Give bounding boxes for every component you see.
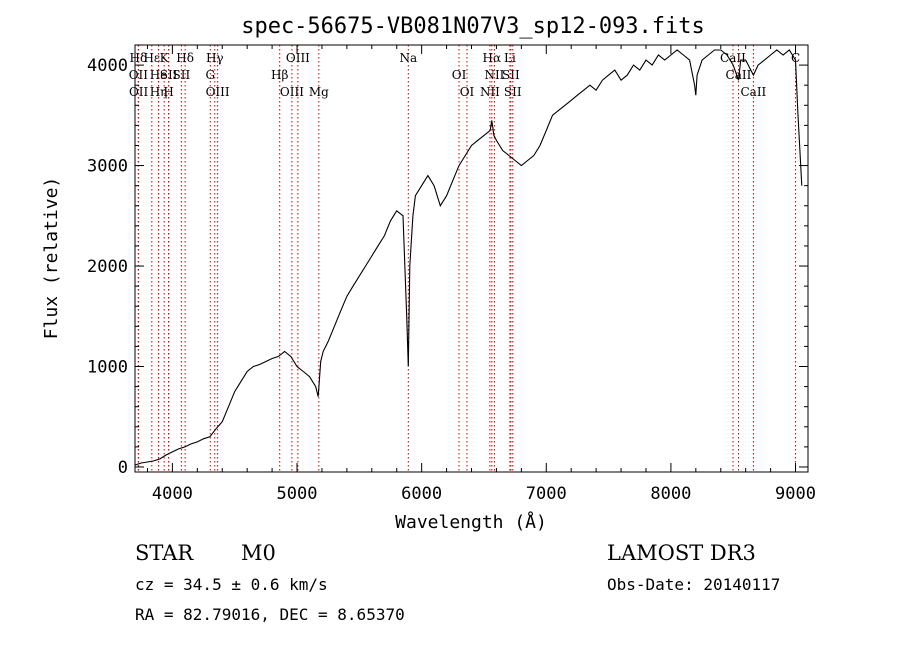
emission-line-label: H	[163, 85, 173, 99]
survey-name: LAMOST DR3	[607, 541, 756, 565]
emission-line-label: OII	[129, 85, 149, 99]
emission-line-label: Na	[399, 51, 417, 65]
y-tick-label: 1000	[87, 358, 128, 378]
emission-line-label: SII	[160, 68, 178, 82]
axis-tick-labels: 4000 5000 6000 7000 8000 9000 0 1000 2000 3000 400…	[87, 56, 816, 504]
emission-line-label: SII	[173, 68, 191, 82]
coordinates: RA = 82.79016, DEC = 8.65370	[135, 605, 405, 624]
y-tick-label: 0	[118, 458, 128, 478]
object-subclass: M0	[241, 541, 276, 565]
emission-line-label: OIII	[280, 85, 304, 99]
emission-line-label: Mg	[309, 85, 329, 99]
x-tick-label: 5000	[277, 484, 318, 504]
emission-line-label: SII	[502, 68, 520, 82]
emission-line-label: Hα	[483, 51, 502, 65]
object-class: STAR	[135, 541, 194, 565]
emission-line-label: Hη	[150, 85, 168, 99]
y-tick-label: 2000	[87, 257, 128, 277]
x-tick-label: 8000	[650, 484, 691, 504]
emission-line-label: OIII	[286, 51, 310, 65]
observation-date: Obs-Date: 20140117	[607, 575, 780, 594]
emission-line-label: NII	[484, 68, 504, 82]
emission-line-markers: HδOIIOIIHεHeHηKSIIHHδSIIOIIIHγGOIIIOIIIH…	[129, 45, 800, 472]
emission-line-label: C	[791, 51, 800, 65]
emission-line-label: He	[150, 68, 168, 82]
spectrum-line	[134, 49, 803, 466]
redshift-velocity: cz = 34.5 ± 0.6 km/s	[135, 575, 328, 594]
x-tick-label: 9000	[775, 484, 816, 504]
emission-line-label: Hδ	[176, 51, 194, 65]
x-axis-label: Wavelength (Å)	[395, 511, 547, 533]
x-tick-label: 7000	[526, 484, 567, 504]
y-axis-label: Flux (relative)	[41, 177, 62, 340]
emission-line-label: NII	[480, 85, 500, 99]
emission-line-label: CaII	[740, 85, 766, 99]
chart-title: spec-56675-VB081N07V3_sp12-093.fits	[241, 14, 705, 39]
x-tick-label: 4000	[152, 484, 193, 504]
plot-frame	[134, 44, 809, 473]
emission-line-label: Li	[504, 51, 516, 65]
emission-line-label: G	[205, 68, 215, 82]
emission-line-label: OIII	[206, 85, 230, 99]
emission-line-label: Hε	[143, 51, 160, 65]
emission-line-label: OII	[129, 68, 149, 82]
emission-line-label: Hγ	[206, 51, 224, 65]
emission-line-label: OI	[460, 85, 475, 99]
axis-ticks	[135, 44, 808, 472]
emission-line-label: OI	[452, 68, 467, 82]
emission-line-label: Hβ	[271, 68, 288, 82]
y-tick-label: 3000	[87, 157, 128, 177]
emission-line-label: K	[160, 51, 170, 65]
emission-line-label: SII	[504, 85, 522, 99]
y-tick-label: 4000	[87, 56, 128, 76]
x-tick-label: 6000	[401, 484, 442, 504]
